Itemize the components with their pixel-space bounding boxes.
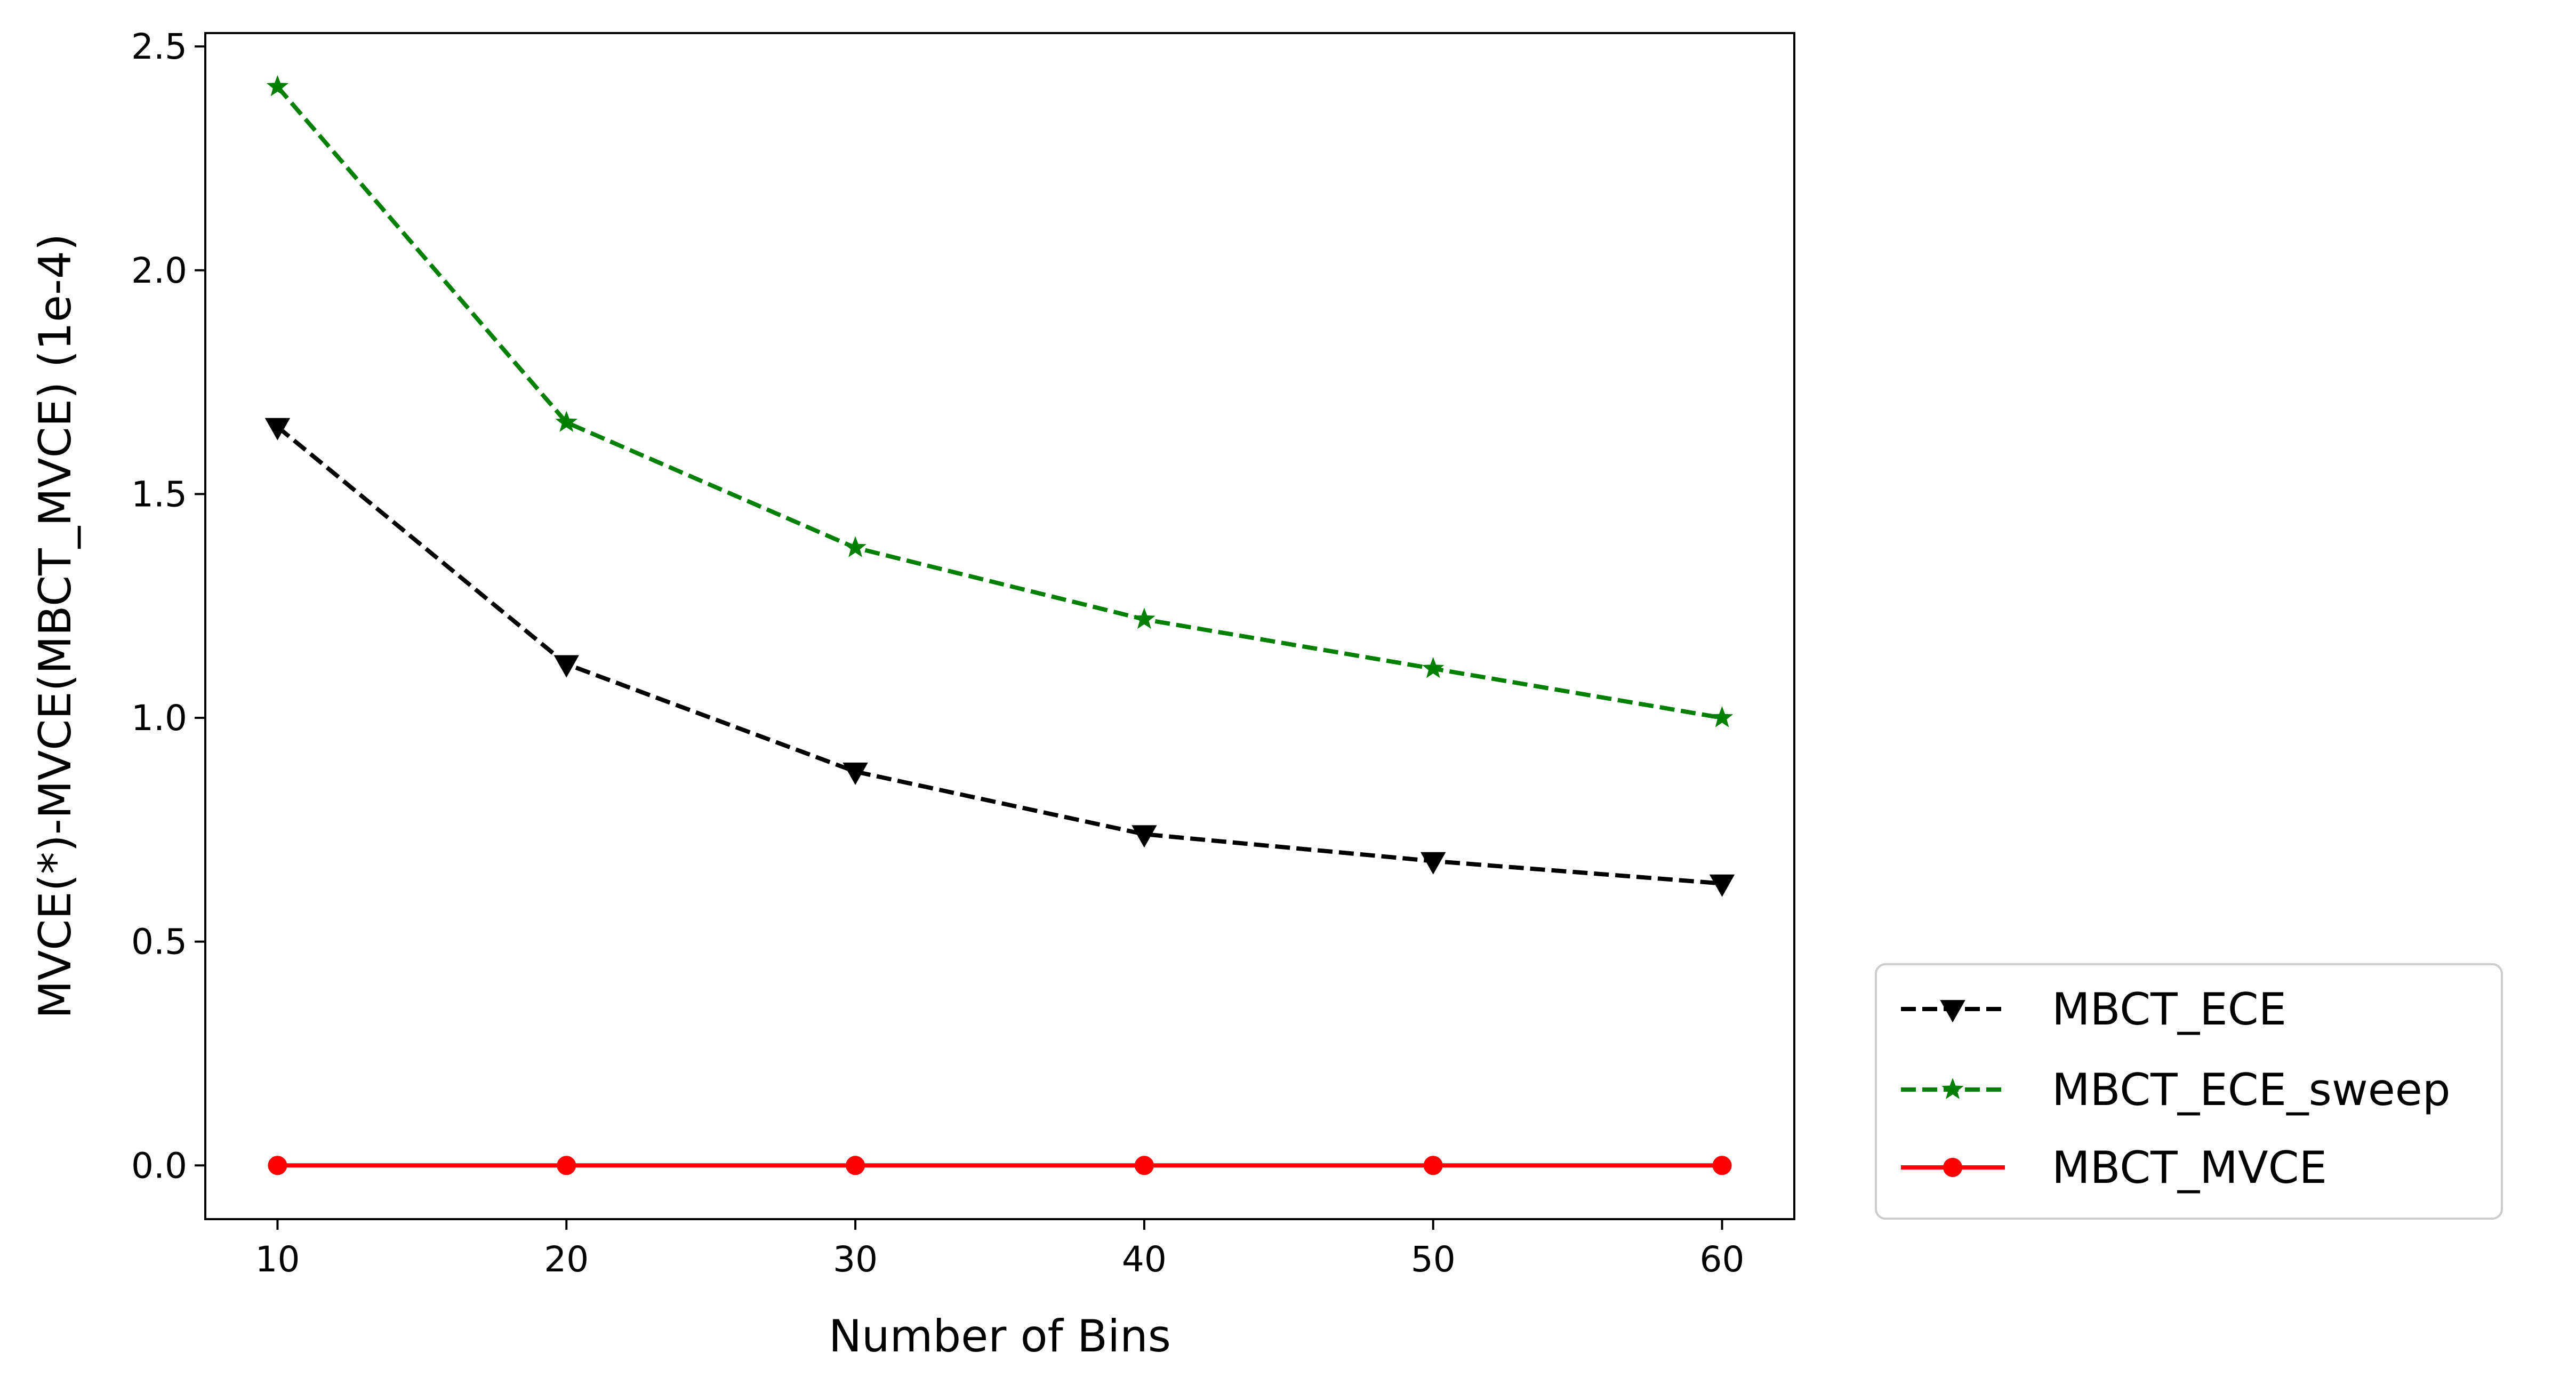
data-point: [1134, 1156, 1154, 1175]
series-line: [276, 85, 1723, 720]
x-tick-label: 10: [255, 1239, 300, 1280]
x-tick-label: 30: [833, 1239, 878, 1280]
data-point: [1712, 1156, 1732, 1175]
series-MBCT_ECE: [264, 418, 1735, 897]
data-point: [1422, 657, 1445, 678]
plot-area-frame: [204, 32, 1795, 1220]
legend-item: MBCT_ECE_sweep: [1901, 1064, 2451, 1116]
x-tick-label: 40: [1122, 1239, 1167, 1280]
axes-layer: 10 20 30 40 50 60 0.0 0.5 1.0 1.5 2.0 2.5: [131, 26, 1745, 1280]
y-tick-label: 2.5: [131, 26, 187, 67]
data-point: [553, 655, 579, 678]
y-axis-label: MVCE(*)-MVCE(MBCT_MVCE) (1e-4): [29, 234, 81, 1019]
legend-marker-swatch: [1941, 1078, 1964, 1099]
legend-label: MBCT_MVCE: [2052, 1142, 2327, 1194]
legend-label: MBCT_ECE_sweep: [2052, 1064, 2451, 1116]
legend-items: MBCT_ECE MBCT_ECE_sweep MBCT_MVCE: [1901, 983, 2451, 1194]
data-point: [266, 75, 289, 97]
data-point: [844, 536, 866, 557]
legend-label: MBCT_ECE: [2052, 983, 2286, 1035]
x-axis-label: Number of Bins: [829, 1310, 1171, 1362]
data-point: [1423, 1156, 1443, 1175]
data-point: [555, 411, 578, 432]
data-point: [1133, 607, 1155, 629]
series-MBCT_ECE_sweep: [266, 75, 1734, 727]
data-point: [268, 1156, 287, 1175]
y-tick-label: 1.5: [131, 474, 187, 515]
legend-frame: [1875, 963, 2503, 1220]
data-point: [557, 1156, 576, 1175]
data-point: [842, 762, 868, 785]
legend-marker-swatch: [1943, 1158, 1962, 1177]
y-tick-label: 0.5: [131, 922, 187, 963]
x-tick-label: 20: [544, 1239, 589, 1280]
series-line: [276, 425, 1722, 886]
series-layer: [264, 75, 1735, 1175]
legend: MBCT_ECE MBCT_ECE_sweep MBCT_MVCE: [1875, 963, 2503, 1220]
legend-item: MBCT_ECE: [1901, 983, 2286, 1035]
y-tick-label: 0.0: [131, 1145, 187, 1186]
legend-item: MBCT_MVCE: [1901, 1142, 2327, 1194]
data-point: [846, 1156, 865, 1175]
y-tick-label: 2.0: [131, 250, 187, 291]
x-tick-label: 50: [1411, 1239, 1456, 1280]
legend-marker-swatch: [1940, 1000, 1965, 1023]
data-point: [264, 418, 291, 441]
data-point: [1709, 874, 1735, 897]
y-tick-label: 1.0: [131, 698, 187, 739]
x-tick-label: 60: [1700, 1239, 1745, 1280]
data-point: [1711, 706, 1734, 727]
series-MBCT_MVCE: [268, 1156, 1732, 1175]
data-point: [1131, 825, 1157, 848]
data-point: [1421, 852, 1446, 875]
